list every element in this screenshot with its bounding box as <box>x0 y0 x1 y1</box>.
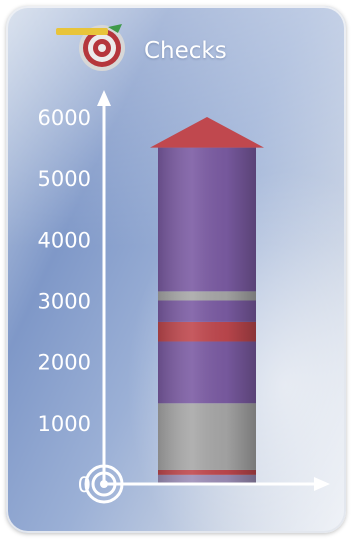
y-tick-label: 4000 <box>38 228 91 252</box>
y-axis-arrow <box>97 90 111 106</box>
y-tick-label: 6000 <box>38 106 91 130</box>
chart-title: Checks <box>144 38 227 64</box>
bar-arrow-head <box>150 117 264 148</box>
bar-stack <box>150 117 264 485</box>
origin-target-icon <box>84 464 124 504</box>
bar-shading <box>158 147 256 485</box>
x-axis-arrow <box>314 477 330 491</box>
dartboard-icon <box>56 24 125 71</box>
axes <box>84 90 330 504</box>
y-tick-label: 1000 <box>38 412 91 436</box>
y-tick-label: 3000 <box>38 290 91 314</box>
y-tick-label: 5000 <box>38 167 91 191</box>
y-tick-label: 2000 <box>38 351 91 375</box>
